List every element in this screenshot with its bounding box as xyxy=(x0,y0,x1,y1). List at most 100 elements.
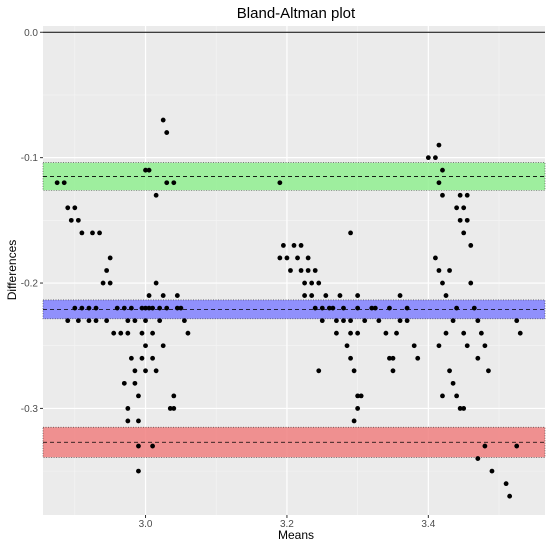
data-point xyxy=(471,305,477,311)
data-point xyxy=(121,305,127,311)
data-point xyxy=(457,406,463,411)
data-point xyxy=(447,268,452,273)
data-point xyxy=(517,330,523,336)
data-point xyxy=(111,330,117,336)
data-point xyxy=(160,293,166,298)
data-point xyxy=(326,305,332,311)
data-point xyxy=(433,155,438,161)
data-point xyxy=(464,343,470,349)
data-point xyxy=(153,368,159,374)
data-point xyxy=(450,380,456,386)
data-point xyxy=(482,443,488,449)
data-point xyxy=(425,155,431,161)
data-point xyxy=(305,268,311,273)
data-point xyxy=(178,305,184,311)
data-point xyxy=(323,293,329,298)
data-point xyxy=(143,343,148,349)
data-point xyxy=(291,243,297,248)
data-point xyxy=(160,343,166,349)
data-point xyxy=(54,180,60,186)
data-point xyxy=(464,217,470,223)
x-tick-label: 3.4 xyxy=(421,519,435,530)
data-point xyxy=(507,493,513,499)
data-point xyxy=(68,217,74,223)
data-point xyxy=(351,368,357,374)
data-point xyxy=(75,318,81,324)
data-point xyxy=(146,167,152,173)
data-point xyxy=(334,330,339,336)
y-tick-label: -0.2 xyxy=(21,279,39,290)
data-point xyxy=(387,355,392,361)
data-point xyxy=(475,456,481,461)
data-point xyxy=(90,230,95,236)
data-point xyxy=(143,318,148,324)
data-point xyxy=(482,343,488,349)
agreement-bands xyxy=(42,162,546,458)
data-point xyxy=(171,180,177,186)
data-point xyxy=(461,230,467,236)
data-point xyxy=(355,293,361,298)
data-point xyxy=(404,318,410,324)
data-point xyxy=(348,330,353,336)
data-point xyxy=(136,468,141,474)
data-point xyxy=(351,418,357,424)
data-point xyxy=(440,167,445,173)
data-point xyxy=(376,318,382,324)
data-point xyxy=(277,255,283,261)
data-point xyxy=(86,318,92,324)
data-point xyxy=(153,280,159,286)
data-point xyxy=(132,380,138,386)
y-axis-ticks: 0.0 -0.1 -0.2 -0.3 xyxy=(21,28,43,415)
data-point xyxy=(383,330,389,336)
data-point xyxy=(174,293,180,298)
data-point xyxy=(302,293,308,298)
data-point xyxy=(362,318,368,324)
data-point xyxy=(167,406,173,411)
data-point xyxy=(454,393,460,399)
data-point xyxy=(100,280,106,286)
data-point xyxy=(61,180,67,186)
data-point xyxy=(150,355,155,361)
data-point xyxy=(139,305,145,311)
data-point xyxy=(150,305,155,311)
y-tick-label: -0.3 xyxy=(21,404,39,415)
data-point xyxy=(65,318,71,324)
data-point xyxy=(295,255,300,261)
y-tick-label: 0.0 xyxy=(24,28,38,39)
data-point xyxy=(150,443,155,449)
data-point xyxy=(348,355,353,361)
data-point xyxy=(390,355,396,361)
data-point xyxy=(433,255,438,261)
data-point xyxy=(164,305,170,311)
data-point xyxy=(337,293,343,298)
data-point xyxy=(136,393,141,399)
data-point xyxy=(143,167,148,173)
data-point xyxy=(86,305,92,311)
data-point xyxy=(440,280,445,286)
data-point xyxy=(136,418,141,424)
data-point xyxy=(298,243,304,248)
data-point xyxy=(125,406,131,411)
data-point xyxy=(468,243,474,248)
data-point xyxy=(461,205,467,211)
data-point xyxy=(397,318,403,324)
data-point xyxy=(372,305,378,311)
data-point xyxy=(415,355,421,361)
data-point xyxy=(143,305,148,311)
data-point xyxy=(280,243,286,248)
data-point xyxy=(72,305,78,311)
data-point xyxy=(348,318,353,324)
data-point xyxy=(436,180,442,186)
data-point xyxy=(185,330,191,336)
band-2 xyxy=(42,426,546,458)
data-point xyxy=(309,280,315,286)
data-point xyxy=(503,481,509,487)
data-point xyxy=(157,305,163,311)
data-point xyxy=(125,318,131,324)
data-point xyxy=(79,230,85,236)
data-point xyxy=(146,293,152,298)
data-point xyxy=(450,318,456,324)
data-point xyxy=(97,230,102,236)
data-point xyxy=(355,406,361,411)
data-point xyxy=(436,142,442,148)
